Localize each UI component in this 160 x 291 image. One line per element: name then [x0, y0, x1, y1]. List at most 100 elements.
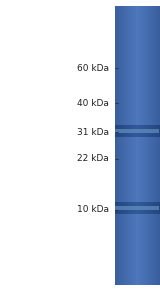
Bar — [128, 6, 129, 285]
Bar — [139, 125, 140, 137]
Bar — [136, 125, 138, 137]
Bar — [123, 202, 124, 214]
Bar — [118, 125, 119, 137]
Bar — [117, 202, 118, 214]
Bar — [127, 125, 128, 137]
Bar — [123, 125, 124, 137]
Bar — [128, 202, 130, 214]
Bar — [149, 6, 151, 285]
Bar — [149, 6, 150, 285]
Bar — [118, 6, 119, 285]
Bar — [131, 6, 132, 285]
Bar — [142, 125, 143, 137]
Bar — [116, 6, 117, 285]
Bar — [147, 6, 148, 285]
Bar — [155, 6, 156, 285]
Bar — [134, 125, 135, 137]
Bar — [137, 202, 138, 214]
Bar — [145, 6, 146, 285]
Bar — [142, 6, 143, 285]
Bar — [121, 6, 122, 285]
Bar — [141, 202, 143, 214]
Bar — [140, 125, 141, 137]
Bar — [149, 125, 151, 137]
Bar — [131, 202, 132, 214]
Bar — [150, 6, 152, 285]
Bar — [129, 202, 130, 214]
Bar — [133, 6, 135, 285]
Bar — [144, 6, 145, 285]
Bar — [132, 202, 133, 214]
Bar — [133, 202, 134, 214]
Bar — [147, 202, 148, 214]
Bar — [144, 125, 146, 137]
Bar — [127, 6, 128, 285]
Bar — [126, 125, 127, 137]
Bar — [156, 6, 157, 285]
Bar — [128, 125, 130, 137]
Bar — [136, 6, 138, 285]
Bar — [120, 125, 122, 137]
Bar — [122, 202, 123, 214]
Bar — [127, 202, 128, 214]
Bar — [144, 6, 146, 285]
Bar — [120, 202, 121, 214]
Bar — [143, 202, 144, 214]
Bar — [139, 6, 140, 285]
Bar — [146, 6, 147, 285]
Bar — [151, 6, 152, 285]
Bar — [125, 125, 126, 137]
Bar — [156, 202, 157, 214]
Bar — [139, 6, 140, 285]
Bar — [120, 125, 121, 137]
Bar — [117, 202, 119, 214]
Bar — [155, 125, 156, 137]
Bar — [138, 125, 139, 137]
Bar — [123, 6, 124, 285]
Bar — [144, 202, 145, 214]
Bar — [155, 125, 157, 137]
Text: 40 kDa: 40 kDa — [77, 99, 109, 108]
Bar — [147, 202, 148, 214]
Bar — [141, 6, 143, 285]
Text: 10 kDa: 10 kDa — [77, 205, 109, 214]
Bar — [117, 6, 119, 285]
Bar — [121, 202, 122, 214]
Bar — [157, 202, 158, 214]
Bar — [135, 6, 136, 285]
Bar — [133, 202, 135, 214]
Bar — [145, 202, 146, 214]
Bar — [143, 6, 144, 285]
Bar — [132, 6, 133, 285]
Bar — [120, 6, 122, 285]
Bar — [141, 202, 142, 214]
Bar — [123, 202, 124, 214]
Bar — [140, 6, 141, 285]
Bar — [116, 125, 117, 137]
Bar — [148, 202, 149, 214]
Bar — [128, 125, 129, 137]
Bar — [122, 6, 123, 285]
Bar — [152, 6, 153, 285]
Bar — [125, 6, 127, 285]
Bar — [142, 202, 143, 214]
Bar — [119, 202, 120, 214]
Bar — [155, 202, 157, 214]
Bar — [135, 125, 136, 137]
Bar — [134, 6, 135, 285]
Bar — [157, 125, 158, 137]
Bar — [158, 6, 160, 285]
Bar — [144, 202, 146, 214]
Bar — [137, 6, 138, 285]
Bar — [131, 6, 132, 285]
Bar — [158, 125, 160, 137]
Bar — [149, 125, 150, 137]
Bar — [150, 125, 152, 137]
Bar — [152, 202, 153, 214]
Bar — [149, 202, 151, 214]
Bar — [119, 125, 120, 137]
Bar — [146, 202, 147, 214]
Bar — [153, 202, 154, 214]
Bar — [151, 202, 152, 214]
Bar — [130, 6, 131, 285]
